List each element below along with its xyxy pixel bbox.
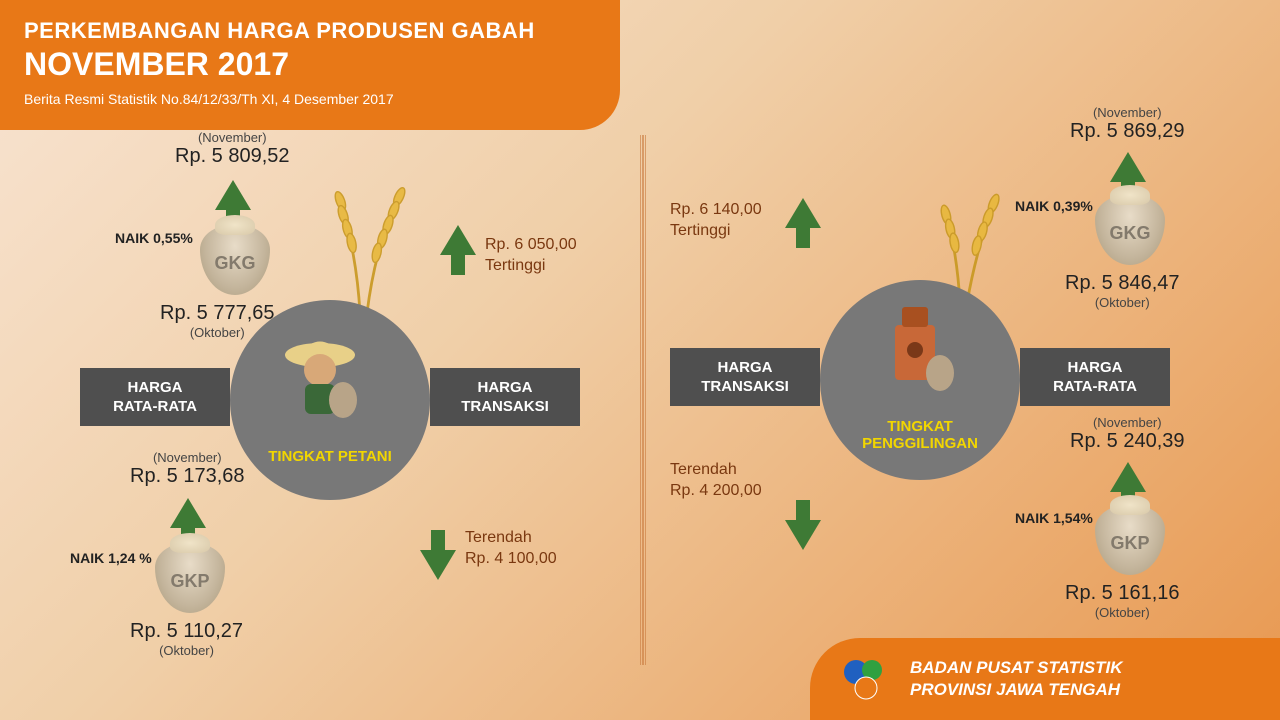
gkg-r-nov-month: (November) [1070,105,1185,120]
tx-r-low-value: Rp. 4 200,00 [670,482,762,499]
gkp-okt-block: Rp. 5 110,27 (Oktober) [130,620,243,658]
label-rata-rata-left: HARGA RATA-RATA [80,368,230,426]
gkg-r-naik: NAIK 0,39% [1015,198,1093,214]
sack-gkg-label: GKG [190,253,280,274]
sack-gkp-label: GKP [145,571,235,592]
sack-gkg-r-label: GKG [1085,223,1175,244]
center-divider [640,135,646,665]
arrow-up-icon [440,225,476,255]
bps-logo-icon [838,652,892,706]
circle-label-petani: TINGKAT PETANI [268,448,392,465]
gkg-okt-value: Rp. 5 777,65 [160,302,275,325]
gkp-r-okt-block: Rp. 5 161,16 (Oktober) [1065,582,1180,620]
gkp-r-naik: NAIK 1,54% [1015,510,1093,526]
footer-bar: BADAN PUSAT STATISTIK PROVINSI JAWA TENG… [810,638,1280,720]
wheat-icon [290,180,430,320]
gkp-r-nov-value: Rp. 5 240,39 [1070,430,1185,453]
gkg-r-nov-block: (November) Rp. 5 869,29 [1070,105,1185,143]
tx-tertinggi: Rp. 6 050,00 Tertinggi [485,235,577,277]
tx-r-terendah: Terendah Rp. 4 200,00 [670,460,762,502]
tx-r-tertinggi: Rp. 6 140,00 Tertinggi [670,200,762,242]
gkg-nov-block: (November) Rp. 5 809,52 [175,130,290,168]
footer-text: BADAN PUSAT STATISTIK PROVINSI JAWA TENG… [910,657,1123,701]
label-transaksi-left: HARGA TRANSAKSI [430,368,580,426]
gkp-r-nov-block: (November) Rp. 5 240,39 [1070,415,1185,453]
gkg-r-okt-block: Rp. 5 846,47 (Oktober) [1065,272,1180,310]
mill-icon [870,295,960,395]
gkg-naik: NAIK 0,55% [115,230,193,246]
gkg-okt-block: Rp. 5 777,65 (Oktober) [160,302,275,340]
gkp-nov-block: (November) Rp. 5 173,68 [130,450,245,488]
tx-high-label: Tertinggi [485,257,545,274]
tx-low-value: Rp. 4 100,00 [465,550,557,567]
arrow-up-icon [170,498,206,528]
footer-line1: BADAN PUSAT STATISTIK [910,657,1123,679]
gkp-nov-month: (November) [130,450,245,465]
gkg-r-nov-value: Rp. 5 869,29 [1070,120,1185,143]
arrow-up-icon [1110,152,1146,182]
arrow-down-icon [785,520,821,550]
gkp-r-nov-month: (November) [1070,415,1185,430]
tx-r-high-label: Tertinggi [670,222,730,239]
tx-r-high-value: Rp. 6 140,00 [670,201,762,218]
tx-terendah: Terendah Rp. 4 100,00 [465,528,557,570]
gkp-r-okt-month: (Oktober) [1065,605,1180,620]
tx-high-value: Rp. 6 050,00 [485,236,577,253]
header-bar: PERKEMBANGAN HARGA PRODUSEN GABAH NOVEMB… [0,0,620,130]
label-transaksi-right: HARGA TRANSAKSI [670,348,820,406]
gkg-r-okt-month: (Oktober) [1065,295,1180,310]
arrow-down-icon [420,550,456,580]
header-title: PERKEMBANGAN HARGA PRODUSEN GABAH [24,18,596,44]
gkp-okt-value: Rp. 5 110,27 [130,620,243,643]
gkg-nov-month: (November) [175,130,290,145]
arrow-up-icon [1110,462,1146,492]
gkg-okt-month: (Oktober) [160,325,275,340]
header-subtitle: Berita Resmi Statistik No.84/12/33/Th XI… [24,91,596,107]
label-rata-rata-right: HARGA RATA-RATA [1020,348,1170,406]
gkg-r-okt-value: Rp. 5 846,47 [1065,272,1180,295]
tx-r-low-label: Terendah [670,461,737,478]
section-penggilingan: TINGKAT PENGGILINGAN HARGA TRANSAKSI HAR… [670,140,1270,700]
gkg-nov-value: Rp. 5 809,52 [175,145,290,168]
farmer-icon [275,320,365,420]
arrow-up-icon [215,180,251,210]
header-month: NOVEMBER 2017 [24,46,596,83]
gkp-r-okt-value: Rp. 5 161,16 [1065,582,1180,605]
gkp-okt-month: (Oktober) [130,643,243,658]
footer-line2: PROVINSI JAWA TENGAH [910,679,1123,701]
sack-gkp-r-label: GKP [1085,533,1175,554]
tx-low-label: Terendah [465,529,532,546]
section-petani: TINGKAT PETANI HARGA RATA-RATA HARGA TRA… [30,140,630,700]
circle-label-penggilingan: TINGKAT PENGGILINGAN [862,418,978,452]
arrow-up-icon [785,198,821,228]
gkp-naik: NAIK 1,24 % [70,550,152,566]
gkp-nov-value: Rp. 5 173,68 [130,465,245,488]
